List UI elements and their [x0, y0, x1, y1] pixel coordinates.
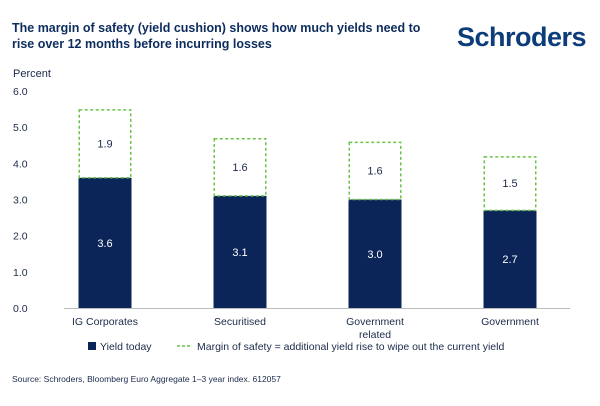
yield-value-label: 2.7 — [502, 254, 517, 266]
source-note: Source: Schroders, Bloomberg Euro Aggreg… — [12, 374, 281, 384]
x-axis: IG Corporates Securitised Governmentrelate… — [72, 316, 539, 341]
y-tick-label: 2.0 — [13, 231, 28, 243]
yield-bar — [348, 199, 402, 308]
chart-title: The margin of safety (yield cushion) sho… — [12, 21, 421, 51]
yield-bar — [78, 177, 132, 308]
margin-of-safety-bar — [213, 138, 267, 197]
yield-bar — [483, 210, 537, 308]
legend-margin-label: Margin of safety = additional yield rise… — [197, 341, 504, 353]
yield-value-label: 3.6 — [97, 238, 112, 250]
y-tick-label: 4.0 — [13, 158, 28, 170]
y-tick-label: 3.0 — [13, 195, 28, 207]
y-tick-label: 0.0 — [13, 303, 28, 315]
x-tick-label: related — [359, 329, 391, 341]
margin-of-safety-bar — [483, 156, 537, 212]
y-tick-label: 5.0 — [13, 122, 28, 134]
margin-of-safety-bar — [78, 109, 132, 179]
y-tick-label: 6.0 — [13, 86, 28, 98]
legend-yield-label: Yield today — [100, 341, 152, 353]
y-axis-label: Percent — [13, 68, 51, 80]
margin-value-label: 1.9 — [97, 138, 112, 150]
bars: 3.6 1.9 3.1 1.6 3.0 1.6 2.7 1.5 — [78, 109, 537, 308]
x-tick-label: Government — [481, 316, 539, 328]
legend: Yield today Margin of safety = additional… — [88, 341, 504, 353]
schroders-logo: Schroders — [456, 22, 587, 52]
yield-value-label: 3.1 — [232, 247, 247, 259]
margin-value-label: 1.6 — [367, 166, 382, 178]
x-tick-label: IG Corporates — [72, 316, 138, 328]
margin-value-label: 1.6 — [232, 162, 247, 174]
margin-value-label: 1.5 — [502, 178, 517, 190]
legend-yield-swatch — [88, 342, 96, 350]
yield-bar — [213, 195, 267, 308]
margin-of-safety-bar — [348, 141, 402, 201]
y-axis: 0.0 1.0 2.0 3.0 4.0 5.0 6.0 — [13, 86, 28, 315]
y-tick-label: 1.0 — [13, 267, 28, 279]
x-tick-label: Securitised — [214, 316, 266, 328]
yield-value-label: 3.0 — [367, 249, 382, 261]
x-tick-label: Government — [346, 316, 404, 328]
